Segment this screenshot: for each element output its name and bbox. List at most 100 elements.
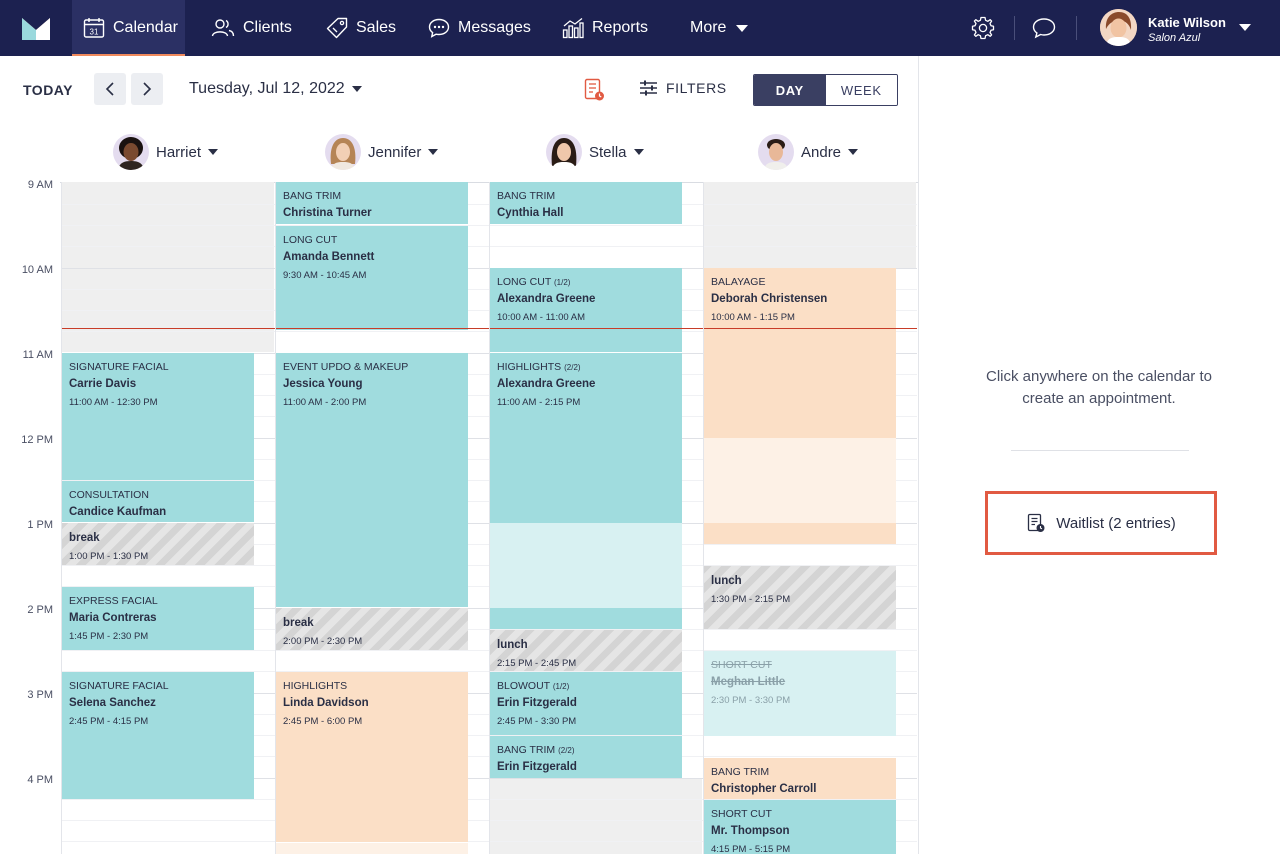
nav-divider	[1076, 16, 1077, 40]
appointment-time: 11:00 AM - 2:00 PM	[283, 397, 367, 408]
appointment[interactable]: BLOWOUT (1/2) Erin Fitzgerald 2:45 PM - …	[490, 672, 682, 735]
chat-button[interactable]	[1030, 14, 1058, 42]
appointment-service: HIGHLIGHTS	[497, 361, 562, 373]
filters-button[interactable]: FILTERS	[640, 80, 727, 96]
staff-selector-stella[interactable]: Stella	[546, 134, 644, 170]
nav-messages[interactable]: Messages	[428, 0, 531, 56]
appointment-part: (1/2)	[552, 682, 570, 691]
lunch-time: 2:15 PM - 2:45 PM	[497, 658, 577, 669]
appointment[interactable]: HIGHLIGHTS Linda Davidson 2:45 PM - 6:00…	[276, 672, 468, 842]
chevron-down-icon	[736, 24, 749, 32]
appointment[interactable]: CONSULTATION Candice Kaufman	[62, 481, 254, 522]
user-menu-chevron-icon[interactable]	[1239, 24, 1251, 31]
appointment-part: (2/2)	[564, 363, 581, 372]
appointment[interactable]: SIGNATURE FACIAL Selena Sanchez 2:45 PM …	[62, 672, 254, 799]
time-label: 12 PM	[21, 434, 53, 446]
appointment[interactable]: EVENT UPDO & MAKEUP Jessica Young 11:00 …	[276, 353, 468, 607]
user-name[interactable]: Katie Wilson	[1148, 15, 1226, 30]
processing-time-block[interactable]	[490, 523, 682, 608]
appointment-time: 9:30 AM - 10:45 AM	[283, 270, 367, 281]
chevron-down-icon	[848, 149, 859, 155]
waitlist-label: Waitlist (2 entries)	[1056, 514, 1176, 532]
column-divider	[61, 182, 62, 854]
appointment[interactable]: BANG TRIM Cynthia Hall	[490, 182, 682, 224]
appointment-time: 10:00 AM - 1:15 PM	[711, 312, 795, 323]
staff-avatar	[758, 134, 794, 170]
tag-icon	[326, 17, 348, 39]
appointment-service: LONG CUT	[283, 234, 338, 246]
nav-sales[interactable]: Sales	[326, 0, 396, 56]
appointment-client: Erin Fitzgerald	[497, 761, 577, 773]
appointment-continuation[interactable]	[704, 523, 896, 544]
users-icon	[211, 19, 235, 37]
lunch-block[interactable]: lunch 2:15 PM - 2:45 PM	[490, 630, 682, 671]
chevron-down-icon	[428, 149, 439, 155]
appointment-service: EVENT UPDO & MAKEUP	[283, 361, 409, 373]
user-photo-icon	[1100, 9, 1137, 46]
sliders-icon	[640, 80, 657, 96]
staff-photo-icon	[113, 134, 149, 170]
appointment[interactable]: BALAYAGE Deborah Christensen 10:00 AM - …	[704, 268, 896, 438]
prev-day-button[interactable]	[94, 73, 126, 105]
break-time: 1:00 PM - 1:30 PM	[69, 551, 149, 562]
appointment-service: BANG TRIM	[497, 190, 556, 202]
next-day-button[interactable]	[131, 73, 163, 105]
appointment-service: LONG CUT	[497, 276, 552, 288]
appointment-time: 11:00 AM - 2:15 PM	[497, 397, 581, 408]
nav-reports[interactable]: Reports	[562, 0, 648, 56]
staff-selector-jennifer[interactable]: Jennifer	[325, 134, 439, 170]
appointment-service: SIGNATURE FACIAL	[69, 361, 169, 373]
salon-name[interactable]: Salon Azul	[1148, 32, 1201, 44]
create-appointment-hint: Click anywhere on the calendar to create…	[986, 368, 1212, 407]
chevron-down-icon	[633, 149, 644, 155]
break-block[interactable]: break 1:00 PM - 1:30 PM	[62, 523, 254, 565]
appointment[interactable]: EXPRESS FACIAL Maria Contreras 1:45 PM -…	[62, 587, 254, 650]
appointment-part: (1/2)	[554, 278, 571, 287]
view-toggle: DAY WEEK	[753, 74, 898, 106]
break-block[interactable]: break 2:00 PM - 2:30 PM	[276, 608, 468, 650]
unavailable-block	[62, 182, 274, 352]
current-date: Tuesday, Jul 12, 2022	[189, 80, 345, 97]
waitlist-icon[interactable]	[582, 78, 606, 102]
day-view-button[interactable]: DAY	[754, 75, 826, 105]
calendar-grid[interactable]: SIGNATURE FACIAL Carrie Davis 11:00 AM -…	[0, 182, 918, 854]
today-button[interactable]: TODAY	[23, 82, 73, 98]
appointment-client: Meghan Little	[711, 676, 786, 688]
appointment[interactable]: BANG TRIM Christopher Carroll	[704, 758, 896, 799]
lunch-block[interactable]: lunch 1:30 PM - 2:15 PM	[704, 566, 896, 629]
time-label: 1 PM	[27, 519, 53, 531]
staff-selector-harriet[interactable]: Harriet	[113, 134, 219, 170]
nav-clients[interactable]: Clients	[211, 0, 292, 56]
appointment-continuation[interactable]	[276, 843, 468, 854]
waitlist-button[interactable]: Waitlist (2 entries)	[985, 491, 1217, 555]
time-label: 2 PM	[27, 604, 53, 616]
time-label: 4 PM	[27, 774, 53, 786]
lunch-label: lunch	[711, 575, 742, 587]
time-label: 11 AM	[22, 349, 53, 361]
week-view-button[interactable]: WEEK	[825, 75, 897, 105]
settings-button[interactable]	[969, 14, 997, 42]
cancelled-appointment[interactable]: SHORT CUT Meghan Little 2:30 PM - 3:30 P…	[704, 651, 896, 736]
staff-selector-andre[interactable]: Andre	[758, 134, 859, 170]
user-avatar[interactable]	[1100, 9, 1137, 46]
chevron-down-icon	[351, 86, 362, 92]
appointment[interactable]: BANG TRIM Christina Turner	[276, 182, 468, 224]
appointment[interactable]: SHORT CUT Mr. Thompson 4:15 PM - 5:15 PM	[704, 800, 896, 854]
appointment-continuation[interactable]	[490, 608, 682, 629]
date-picker[interactable]: Tuesday, Jul 12, 2022	[189, 80, 362, 98]
processing-time-block[interactable]	[704, 438, 896, 523]
appointment-time: 2:45 PM - 3:30 PM	[497, 716, 577, 727]
appointment[interactable]: LONG CUT (1/2) Alexandra Greene 10:00 AM…	[490, 268, 682, 352]
nav-sales-label: Sales	[356, 19, 397, 36]
appointment-client: Christina Turner	[283, 207, 372, 219]
appointment-client: Selena Sanchez	[69, 697, 156, 709]
chat-bubble-icon	[428, 18, 450, 38]
salon-logo[interactable]	[22, 16, 50, 40]
nav-more[interactable]: More	[690, 0, 749, 56]
appointment-client: Alexandra Greene	[497, 378, 596, 390]
appointment[interactable]: SIGNATURE FACIAL Carrie Davis 11:00 AM -…	[62, 353, 254, 480]
nav-calendar[interactable]: 31 Calendar	[72, 0, 185, 56]
appointment[interactable]: BANG TRIM (2/2) Erin Fitzgerald	[490, 736, 682, 778]
appointment[interactable]: LONG CUT Amanda Bennett 9:30 AM - 10:45 …	[276, 226, 468, 330]
appointment[interactable]: HIGHLIGHTS (2/2) Alexandra Greene 11:00 …	[490, 353, 682, 523]
